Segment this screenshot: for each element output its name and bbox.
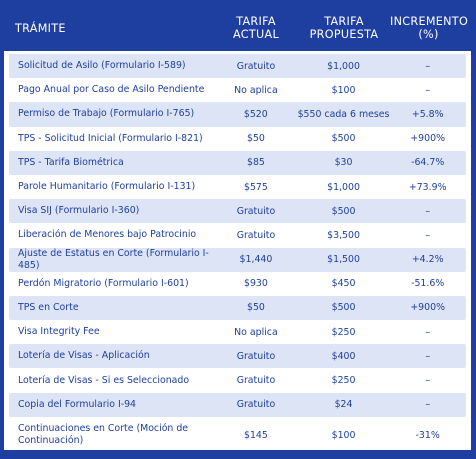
table-body: Solicitud de Asilo (Formulario I-589) Gr… <box>4 51 471 450</box>
header-tarifa-propuesta: TARIFA PROPUESTA <box>298 15 390 41</box>
cell-tarifa-actual: Gratuito <box>236 399 276 411</box>
cell-tarifa-propuesta: $3,500 <box>327 229 360 241</box>
cell-tramite: Lotería de Visas - Si es Seleccionado <box>18 374 190 386</box>
table-row: TPS - Solicitud Inicial (Formulario I-82… <box>9 127 466 151</box>
table-row: Visa SIJ (Formulario I-360) Gratuito $50… <box>9 199 466 224</box>
cell-tarifa-propuesta: $100 <box>331 84 356 96</box>
cell-tarifa-propuesta: $1,000 <box>327 60 360 72</box>
cell-tarifa-actual: $50 <box>246 133 265 145</box>
cell-tarifa-propuesta: $30 <box>334 157 353 169</box>
table-row: Visa Integrity Fee No aplica $250 – <box>9 320 466 344</box>
header-tarifa-propuesta-line1: TARIFA <box>324 15 364 28</box>
cell-tramite: Parole Humanitario (Formulario I-131) <box>18 181 196 193</box>
cell-tarifa-propuesta: $500 <box>331 205 356 217</box>
cell-incremento: +900% <box>410 302 445 314</box>
cell-incremento: – <box>425 229 431 241</box>
cell-incremento: – <box>425 205 431 217</box>
cell-tramite: Continuaciones en Corte (Moción de Conti… <box>18 423 189 447</box>
table-header: TRÁMITE TARIFA ACTUAL TARIFA PROPUESTA I… <box>4 5 471 51</box>
table-row: TPS en Corte $50 $500 +900% <box>9 295 466 321</box>
table-row: Parole Humanitario (Formulario I-131) $5… <box>9 175 466 199</box>
table-row: Ajuste de Estatus en Corte (Formulario I… <box>9 247 466 272</box>
cell-incremento: -51.6% <box>411 278 445 290</box>
cell-tramite: TPS - Tarifa Biométrica <box>18 156 124 168</box>
cell-tarifa-actual: No aplica <box>234 84 278 96</box>
table-row: TPS - Tarifa Biométrica $85 $30 -64.7% <box>9 150 466 175</box>
cell-incremento: +4.2% <box>411 254 444 266</box>
cell-tramite: Copia del Formulario I-94 <box>18 398 137 410</box>
header-incremento: INCREMENTO (%) <box>390 15 469 41</box>
cell-tarifa-propuesta: $1,000 <box>327 181 360 193</box>
cell-tarifa-actual: $930 <box>244 278 268 290</box>
cell-incremento: -31% <box>415 429 440 441</box>
table-row: Lotería de Visas - Si es Seleccionado Gr… <box>9 368 466 392</box>
header-incremento-line1: INCREMENTO <box>390 15 469 28</box>
cell-incremento: – <box>425 326 431 338</box>
cell-tarifa-propuesta: $250 <box>331 375 356 387</box>
cell-tarifa-actual: Gratuito <box>236 350 276 362</box>
header-tarifa-propuesta-line2: PROPUESTA <box>309 28 379 41</box>
cell-tarifa-actual: $1,440 <box>239 254 273 266</box>
cell-tarifa-propuesta: $100 <box>331 429 356 441</box>
cell-tramite: Perdón Migratorio (Formulario I-601) <box>18 277 189 289</box>
header-tramite: TRÁMITE <box>15 21 66 35</box>
cell-tarifa-actual: $145 <box>244 429 268 441</box>
cell-incremento: +73.9% <box>408 181 447 193</box>
cell-tarifa-propuesta: $500 <box>331 302 356 314</box>
header-tarifa-actual: TARIFA ACTUAL <box>214 15 298 41</box>
cell-tarifa-propuesta: $450 <box>331 278 356 290</box>
cell-incremento: – <box>425 84 431 96</box>
table-row: Liberación de Menores bajo Patrocinio Gr… <box>9 223 466 247</box>
cell-incremento: -64.7% <box>411 157 445 169</box>
table-row: Pago Anual por Caso de Asilo Pendiente N… <box>9 78 466 102</box>
cell-tramite: Visa SIJ (Formulario I-360) <box>18 205 140 217</box>
header-tarifa-actual-line2: ACTUAL <box>233 28 279 41</box>
cell-tarifa-actual: Gratuito <box>236 375 276 387</box>
cell-tramite: TPS - Solicitud Inicial (Formulario I-82… <box>18 132 203 144</box>
cell-incremento: +900% <box>410 133 445 145</box>
table-row: Lotería de Visas - Aplicación Gratuito $… <box>9 344 466 369</box>
cell-tarifa-actual: Gratuito <box>236 205 276 217</box>
cell-tramite: Solicitud de Asilo (Formulario I-589) <box>18 60 186 72</box>
cell-tarifa-propuesta: $1,500 <box>327 254 360 266</box>
cell-tramite: Lotería de Visas - Aplicación <box>18 350 150 362</box>
table-row: Continuaciones en Corte (Moción de Conti… <box>9 417 466 454</box>
cell-tramite: Pago Anual por Caso de Asilo Pendiente <box>18 84 205 96</box>
cell-tarifa-actual: $85 <box>246 157 265 169</box>
cell-incremento: – <box>425 60 431 72</box>
cell-tarifa-actual: $50 <box>246 302 265 314</box>
cell-incremento: +5.8% <box>411 108 444 120</box>
table-row: Solicitud de Asilo (Formulario I-589) Gr… <box>9 54 466 79</box>
cell-tarifa-propuesta: $400 <box>331 350 356 362</box>
cell-tarifa-actual: $575 <box>244 181 268 193</box>
cell-tramite: TPS en Corte <box>18 301 79 313</box>
cell-tarifa-actual: No aplica <box>234 326 278 338</box>
table-row: Permiso de Trabajo (Formulario I-765) $5… <box>9 102 466 127</box>
cell-incremento: – <box>425 350 431 362</box>
cell-tarifa-propuesta: $250 <box>331 326 356 338</box>
cell-tramite: Permiso de Trabajo (Formulario I-765) <box>18 108 195 120</box>
cell-incremento: – <box>425 375 431 387</box>
cell-incremento: – <box>425 399 431 411</box>
header-incremento-line2: (%) <box>418 28 439 41</box>
cell-tramite: Liberación de Menores bajo Patrocinio <box>18 229 197 241</box>
cell-tarifa-propuesta: $500 <box>331 133 356 145</box>
header-tarifa-actual-line1: TARIFA <box>236 15 276 28</box>
cell-tarifa-propuesta: $24 <box>334 399 353 411</box>
cell-tarifa-actual: Gratuito <box>236 60 276 72</box>
cell-tramite: Visa Integrity Fee <box>18 326 100 338</box>
table-row: Copia del Formulario I-94 Gratuito $24 – <box>9 392 466 417</box>
cell-tarifa-propuesta: $550 cada 6 meses <box>297 108 390 120</box>
cell-tramite: Ajuste de Estatus en Corte (Formulario I… <box>18 247 209 271</box>
table-row: Perdón Migratorio (Formulario I-601) $93… <box>9 272 466 296</box>
cell-tarifa-actual: $520 <box>243 108 268 120</box>
cell-tarifa-actual: Gratuito <box>236 229 276 241</box>
